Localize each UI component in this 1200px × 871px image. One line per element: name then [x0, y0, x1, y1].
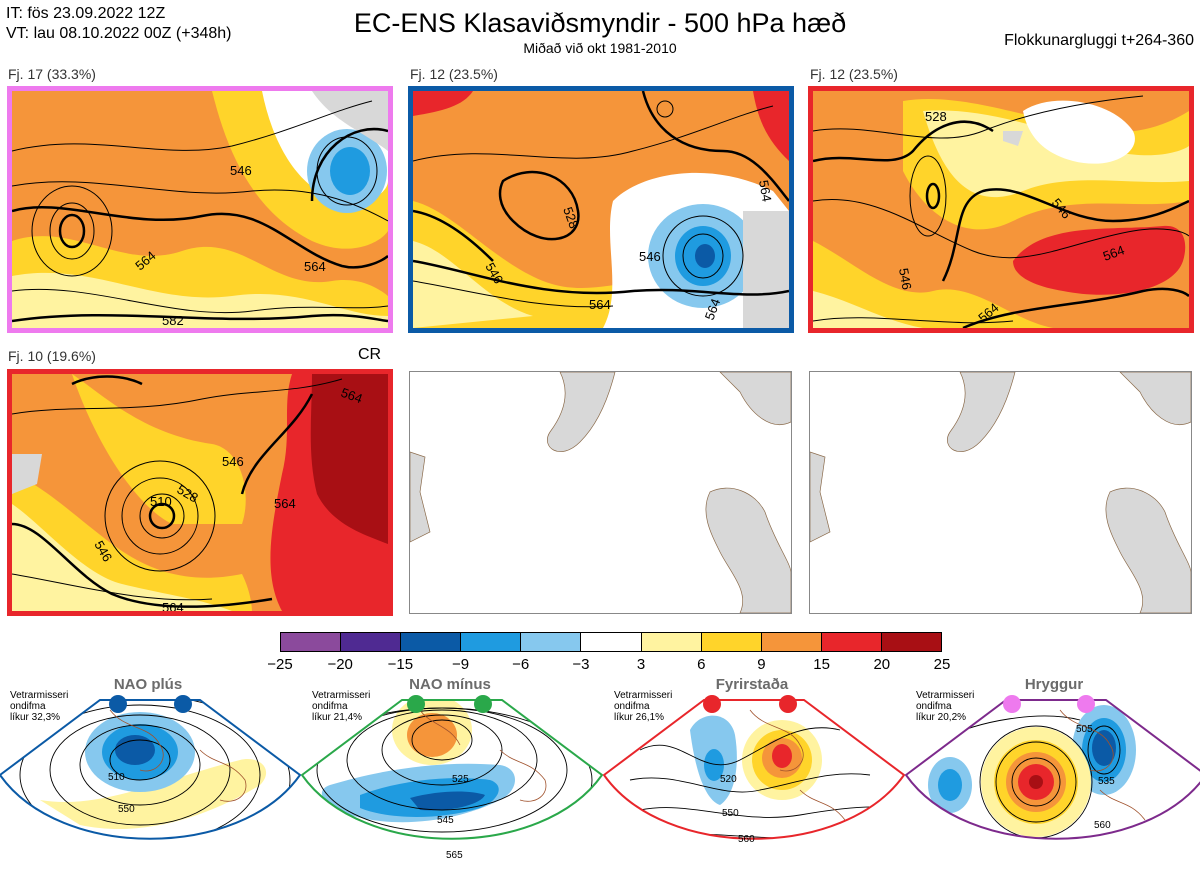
panel-3-contour-label: 528	[925, 109, 947, 124]
regime-3-note: Vetrarmisseri ondifma líkur 26,1%	[614, 690, 673, 723]
colorbar-swatch	[761, 633, 822, 651]
regime-1-contour-label: 550	[118, 804, 135, 815]
colorbar-tick-label: 3	[636, 656, 646, 673]
colorbar-tick-label: −6	[512, 656, 530, 673]
colorbar-swatch	[701, 633, 762, 651]
classification-window: Flokkunargluggi t+264-360	[1004, 32, 1194, 49]
colorbar-tick-label: −3	[572, 656, 590, 673]
regime-maps: 510 550 525 545 565	[0, 695, 1200, 861]
panel-2-contour-label: 564	[589, 297, 611, 312]
colorbar-swatch	[401, 633, 462, 651]
colorbar	[280, 632, 942, 652]
regime-3-marker-right	[779, 695, 797, 713]
cluster-map-3: 528 546 546 564 564	[808, 86, 1194, 333]
colorbar-tick-label: 25	[933, 656, 951, 673]
colorbar-swatch	[521, 633, 582, 651]
regime-3-outline	[602, 699, 906, 840]
regime-3-contour-label: 550	[722, 808, 739, 819]
header-times: IT: fös 23.09.2022 12Z VT: lau 08.10.202…	[6, 4, 232, 44]
valid-time: VT: lau 08.10.2022 00Z (+348h)	[6, 25, 232, 42]
colorbar-swatch	[341, 633, 402, 651]
panel-1-contour-label: 582	[162, 313, 184, 328]
regime-4-outline	[904, 699, 1200, 840]
regime-2-marker-left	[407, 695, 425, 713]
colorbar-swatch	[281, 633, 342, 651]
regime-4-contour-label: 505	[1076, 724, 1093, 735]
panel-4-contour-label: 546	[222, 454, 244, 469]
regime-1-note: Vetrarmisseri ondifma líkur 32,3%	[10, 690, 69, 723]
panel-3-contour-label: 546	[896, 267, 915, 291]
regime-4-marker-left	[1003, 695, 1021, 713]
panel-1-contour-label: 546	[230, 163, 252, 178]
empty-map-6-plot	[810, 372, 1191, 613]
regime-2-marker-right	[474, 695, 492, 713]
regime-1-contour-label: 510	[108, 772, 125, 783]
panel-4-regime-code: CR	[358, 346, 382, 363]
cluster-map-3-plot: 528 546 546 564 564	[813, 91, 1189, 328]
colorbar-tick-label: −20	[327, 656, 353, 673]
panel-4-label: Fj. 10 (19.6%)	[8, 348, 96, 364]
regime-3-contour-label: 520	[720, 774, 737, 785]
panel-2-contour-label: 528	[560, 205, 582, 231]
colorbar-tick-label: −15	[387, 656, 414, 673]
panel-1-label: Fj. 17 (33.3%)	[8, 66, 96, 82]
empty-map-6	[809, 371, 1192, 614]
panel-4-contour-label: 510	[150, 494, 172, 509]
colorbar-swatch	[581, 633, 642, 651]
empty-map-5-plot	[410, 372, 791, 613]
panel-2-label: Fj. 12 (23.5%)	[410, 66, 498, 82]
regime-2-contour-label: 565	[446, 850, 463, 861]
page-title: EC-ENS Klasaviðsmyndir - 500 hPa hæð	[353, 8, 847, 38]
cluster-map-1: 546 564 582 564	[7, 86, 393, 333]
panel-2-contour-label: 546	[639, 249, 661, 264]
panel-3-contour-label: 564	[1101, 242, 1127, 264]
colorbar-swatch	[821, 633, 882, 651]
cluster-map-2-plot: 528 546 564 564 546 564	[413, 91, 789, 328]
regime-3-contour-label: 560	[738, 834, 755, 845]
cluster-map-4: 510 528 546 546 564 564 564	[7, 369, 393, 616]
regime-2-contour-label: 525	[452, 774, 469, 785]
regime-2-note: Vetrarmisseri ondifma líkur 21,4%	[312, 690, 371, 723]
regime-3-marker-left	[703, 695, 721, 713]
regime-2-contour-label: 545	[437, 815, 454, 826]
cluster-map-1-plot: 546 564 582 564	[12, 91, 388, 328]
colorbar-tick-label: −25	[267, 656, 293, 673]
colorbar-tick-label: 20	[873, 656, 891, 673]
panel-1-contour-label: 564	[304, 259, 326, 274]
colorbar-swatch	[461, 633, 522, 651]
panel-2-contour-label: 564	[702, 297, 724, 323]
page-subtitle: Miðað við okt 1981-2010	[523, 40, 677, 56]
regime-1-title: NAO plús	[113, 676, 183, 693]
colorbar-tick-label: −9	[451, 656, 470, 673]
issue-time: IT: fös 23.09.2022 12Z	[6, 5, 166, 22]
empty-map-5	[409, 371, 792, 614]
regime-4-note: Vetrarmisseri ondifma líkur 20,2%	[916, 690, 975, 723]
cluster-map-2: 528 546 564 564 546 564	[408, 86, 794, 333]
regime-1-marker-left	[109, 695, 127, 713]
colorbar-tick-label: 9	[757, 656, 766, 673]
panel-2-contour-label: 564	[756, 179, 775, 203]
regime-4-contour-label: 535	[1098, 776, 1115, 787]
regime-1-marker-right	[174, 695, 192, 713]
colorbar-tick-label: 15	[813, 656, 830, 673]
colorbar-swatch	[881, 633, 942, 651]
regime-2-title: NAO mínus	[409, 676, 491, 693]
regime-4-contour-label: 560	[1094, 820, 1111, 831]
panel-4-contour-label: 564	[274, 496, 296, 511]
colorbar-tick-label: 6	[697, 656, 706, 673]
regime-2-outline	[300, 699, 604, 840]
colorbar-swatch	[641, 633, 702, 651]
cluster-map-4-plot: 510 528 546 546 564 564 564	[12, 374, 388, 611]
regime-4-marker-right	[1077, 695, 1095, 713]
regime-1-outline	[0, 699, 302, 840]
regime-4-title: Hryggur	[1024, 676, 1084, 693]
regime-3-title: Fyrirstaða	[715, 676, 789, 693]
panel-4-contour-label: 564	[339, 385, 365, 407]
panel-4-contour-label: 564	[162, 600, 184, 611]
panel-3-label: Fj. 12 (23.5%)	[810, 66, 898, 82]
